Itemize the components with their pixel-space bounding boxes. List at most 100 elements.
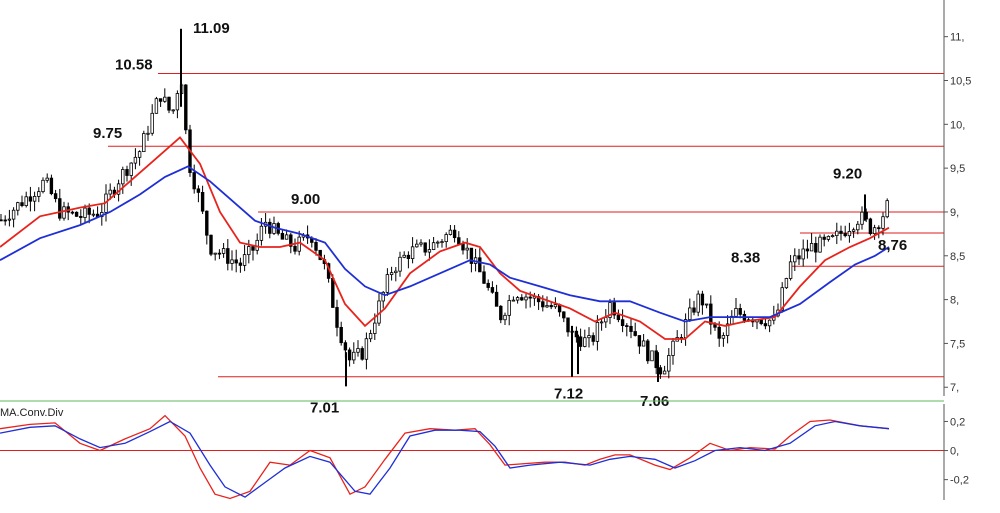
candle-body [851, 229, 856, 232]
candle-body [268, 221, 272, 234]
candle-body [431, 242, 436, 250]
candle-body [394, 270, 398, 274]
candle-body [436, 241, 440, 244]
candle-body [389, 272, 394, 275]
indicator-title: MA.Conv.Div [0, 407, 64, 419]
candle-body [234, 259, 238, 264]
candle-body [805, 248, 810, 252]
macd-axis-tick-label: 0,2 [950, 416, 965, 428]
candle-body [696, 293, 700, 313]
candle-body [499, 305, 503, 321]
candle-body [24, 196, 28, 207]
candle-body [58, 198, 62, 219]
price-axis-tick-label: 11, [950, 32, 964, 44]
candle-body [507, 300, 511, 316]
candle-body [83, 207, 87, 218]
candle-body [45, 177, 49, 181]
candle-body [511, 299, 516, 302]
price-axis-tick-label: 8,5 [950, 251, 965, 263]
candle-body [415, 243, 419, 248]
candle-body [368, 333, 373, 340]
candle-body [419, 242, 423, 245]
candle-body [427, 249, 432, 253]
candle-body [167, 96, 171, 111]
candle-body [87, 207, 91, 215]
candle-body [356, 348, 360, 353]
candle-body [406, 254, 411, 260]
candle-body [482, 271, 486, 284]
candle-body [658, 367, 663, 375]
candle-body [688, 307, 692, 320]
price-annotation-label: 9.20 [833, 165, 862, 182]
moving-average-fast-line [0, 136, 890, 340]
candle-body [650, 350, 654, 362]
candle-body [74, 211, 79, 217]
candle-body [759, 319, 763, 324]
horizontal-levels [108, 72, 944, 378]
candle-body [62, 206, 66, 219]
candle-body [20, 202, 24, 207]
candle-body [822, 236, 826, 240]
candle-body [587, 335, 591, 339]
candle-body [788, 261, 793, 279]
candle-body [734, 308, 738, 317]
candle-body [721, 335, 726, 339]
price-annotation-label: 8,76 [878, 237, 907, 254]
candle-body [860, 211, 864, 225]
candle-body [801, 248, 805, 260]
candle-body [814, 243, 818, 253]
price-annotation-label: 9.00 [291, 191, 320, 208]
candle-body [835, 230, 839, 237]
candle-body [247, 246, 251, 256]
candle-body [667, 355, 671, 372]
moving-average-series [0, 136, 890, 340]
price-axis-tick-label: 9,5 [950, 163, 965, 175]
candle-body [461, 243, 465, 251]
candle-body [545, 305, 549, 308]
candle-body [251, 246, 255, 251]
moving-average-slow-line [0, 165, 890, 323]
candle-body [91, 213, 96, 216]
candle-body [171, 109, 175, 112]
candle-body [331, 277, 335, 308]
candle-body [843, 233, 847, 237]
candle-body [767, 319, 772, 327]
candle-body [616, 314, 621, 321]
price-annotation-label: 10.58 [115, 56, 153, 73]
candle-body [562, 311, 566, 319]
candle-body [448, 229, 453, 235]
price-axis-tick-label: 9, [950, 207, 959, 219]
macd-axis-tick-label: 0, [950, 446, 959, 458]
candle-body [830, 235, 835, 238]
candle-body [142, 133, 146, 153]
candle-body [608, 302, 612, 318]
candle-body [28, 196, 33, 202]
price-axis-tick-label: 10, [950, 119, 965, 131]
candle-body [595, 322, 600, 342]
candle-body [343, 342, 348, 351]
candle-body [847, 231, 852, 237]
candle-body [738, 308, 742, 315]
price-axis-tick-label: 10,5 [950, 75, 971, 87]
candle-body [175, 93, 180, 111]
candle-body [137, 151, 142, 158]
candle-body [620, 319, 625, 327]
candle-body [213, 252, 217, 255]
candle-body [717, 326, 721, 339]
candle-body [541, 301, 545, 308]
candle-body [238, 262, 243, 266]
candle-body [452, 229, 457, 239]
candle-body [856, 223, 860, 231]
candle-body [868, 218, 873, 235]
candle-body [125, 169, 129, 176]
candle-body [469, 247, 474, 264]
candle-body [633, 331, 637, 336]
candle-body [398, 256, 402, 272]
candle-body [289, 234, 293, 247]
candle-body [709, 303, 713, 325]
candle-body [200, 192, 205, 212]
candle-body [818, 236, 822, 253]
candle-body [885, 200, 889, 218]
candle-body [297, 236, 301, 252]
